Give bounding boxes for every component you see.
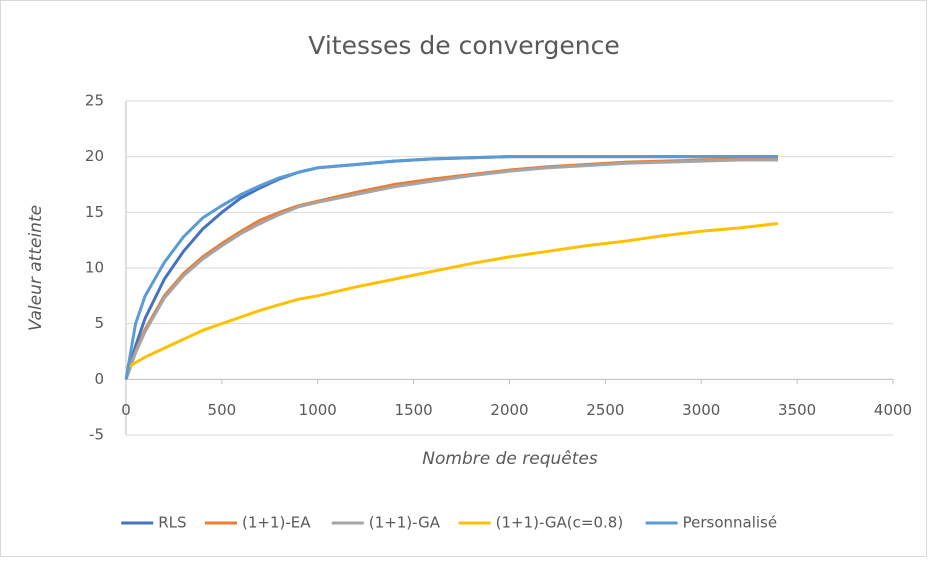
y-tick-label: 5: [94, 314, 104, 332]
x-axis-title: Nombre de requêtes: [422, 449, 598, 469]
y-tick-label: 15: [85, 203, 104, 221]
series-line: [124, 158, 778, 380]
x-tick-label: 500: [208, 401, 237, 419]
x-tick-label: 3000: [682, 401, 720, 419]
y-tick-label: 0: [94, 370, 104, 388]
x-tick-label: 0: [121, 401, 131, 419]
x-tick-label: 2500: [586, 401, 624, 419]
y-tick-label: -5: [89, 426, 104, 444]
x-tick-label: 1500: [395, 401, 433, 419]
x-tick-label: 2000: [490, 401, 528, 419]
legend-label: RLS: [158, 514, 186, 532]
x-tick-label: 4000: [874, 401, 912, 419]
chart-title: Vitesses de convergence: [308, 31, 619, 60]
series-line: [124, 155, 778, 380]
x-tick-label: 1000: [299, 401, 337, 419]
series-line: [125, 221, 779, 370]
legend-label: (1+1)-GA: [369, 514, 441, 532]
x-tick-label: 3500: [778, 401, 816, 419]
y-tick-label: 20: [85, 147, 104, 165]
legend-label: Personnalisé: [683, 514, 777, 532]
y-axis-title: Valeur atteinte: [26, 205, 46, 331]
legend-label: (1+1)-GA(c=0.8): [496, 514, 624, 532]
y-tick-label: 10: [85, 259, 104, 277]
y-tick-label: 25: [85, 92, 104, 110]
legend-label: (1+1)-EA: [242, 514, 311, 532]
